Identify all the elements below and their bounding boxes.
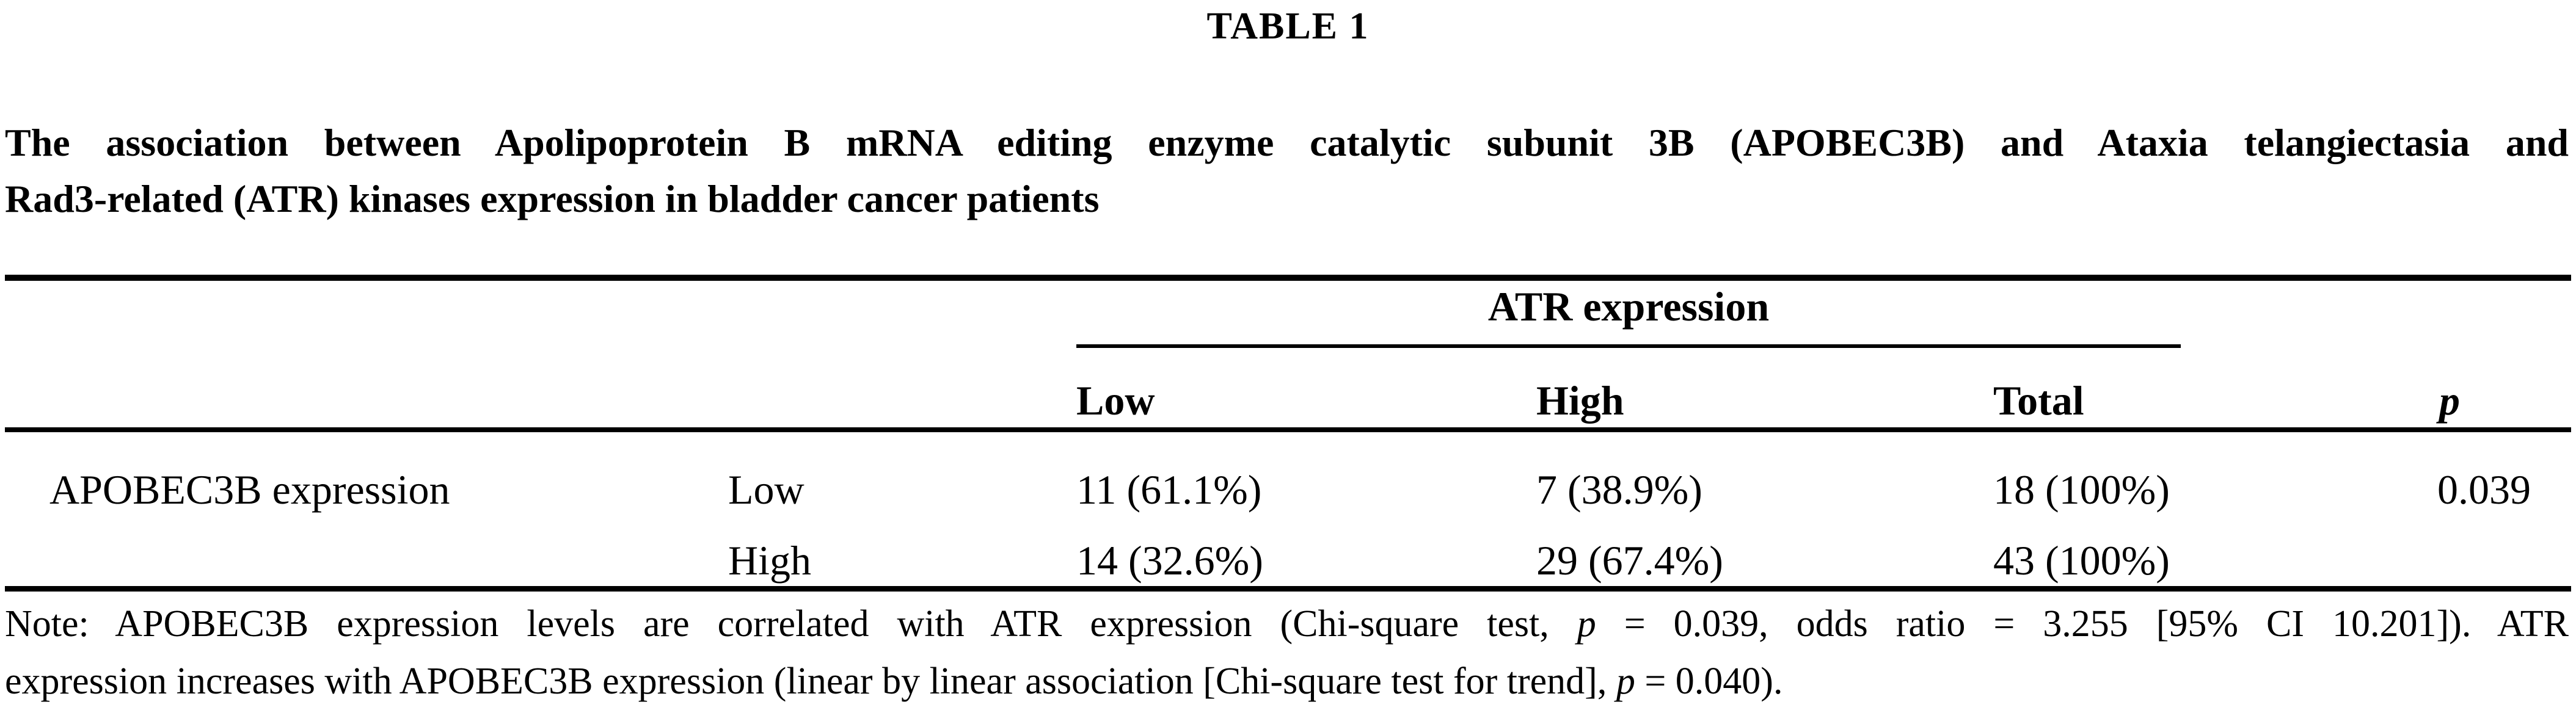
row1-atr-low-value: 11 (61.1%) [1076, 466, 1262, 513]
table-caption-line-2: Rad3-related (ATR) kinases expression in… [5, 177, 1100, 220]
row2-total-value: 43 (100%) [1993, 537, 2170, 584]
table-caption-line-1: The association between Apolipoprotein B… [5, 121, 2569, 164]
span-header-underline [1076, 344, 2181, 348]
note-line2-text: expression increases with APOBEC3B expre… [5, 661, 1616, 702]
table-bottom-rule [5, 586, 2571, 592]
col-header-low: Low [1076, 377, 1155, 424]
table-top-rule [5, 275, 2571, 281]
note-line2-p-symbol: p [1616, 661, 1635, 702]
row2-atr-high-value: 29 (67.4%) [1536, 537, 1723, 584]
note-line1-p-symbol: p [1577, 603, 1596, 645]
row1-total-value: 18 (100%) [1993, 466, 2170, 513]
row2-level: High [728, 537, 811, 584]
span-header-atr-expression: ATR expression [1487, 283, 1770, 330]
table-title: TABLE 1 [1206, 5, 1370, 47]
table-note-line-1: Note: APOBEC3B expression levels are cor… [5, 604, 2569, 644]
table-note-line-2: expression increases with APOBEC3B expre… [5, 661, 2569, 702]
note-line1-text-cont: = 0.039, odds ratio = 3.255 [95% CI 10.2… [1596, 603, 2569, 645]
header-bottom-rule [5, 427, 2571, 432]
row1-level: Low [728, 466, 805, 513]
row2-atr-low-value: 14 (32.6%) [1076, 537, 1263, 584]
note-line1-text: Note: APOBEC3B expression levels are cor… [5, 603, 1577, 645]
col-header-p-value: p [2439, 377, 2460, 424]
note-line2-text-cont: = 0.040). [1635, 661, 1783, 702]
col-header-high: High [1536, 377, 1624, 424]
row1-atr-high-value: 7 (38.9%) [1536, 466, 1702, 513]
col-header-total: Total [1993, 377, 2084, 424]
row1-p-value: 0.039 [2437, 466, 2531, 513]
row-group-label: APOBEC3B expression [49, 466, 450, 513]
